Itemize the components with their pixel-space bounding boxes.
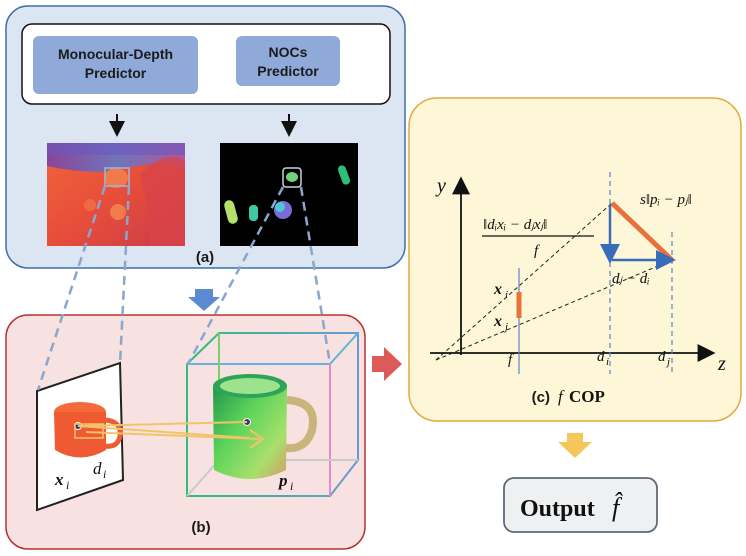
nocs-mug xyxy=(213,374,317,479)
y-axis-label: y xyxy=(435,175,446,197)
monocular-depth-label-line1: Monocular-Depth xyxy=(58,46,173,62)
panel-a-label: (a) xyxy=(196,249,214,266)
tick-dj: d xyxy=(658,349,666,365)
tick-di-sub: i xyxy=(606,356,609,368)
point-xj-sub: j xyxy=(503,321,508,333)
monocular-depth-label-line2: Predictor xyxy=(85,65,147,81)
a-to-b-arrow xyxy=(188,289,220,311)
point-xi-sub: i xyxy=(505,289,508,301)
nocs-map-image xyxy=(220,143,358,246)
fraction-denominator: f xyxy=(534,243,540,259)
pi-label-sub: i xyxy=(290,479,293,493)
tick-f: f xyxy=(508,352,514,368)
output-box: Output f̂ xyxy=(503,477,658,533)
tick-dj-sub: j xyxy=(665,356,670,368)
panel-c-title-rest: COP xyxy=(569,387,605,406)
nocs-label-line2: Predictor xyxy=(257,63,319,79)
point-xi: x xyxy=(493,281,502,298)
panel-c: y z x i x j f d i d j ‖dᵢxᵢ − dⱼxⱼ‖ f s‖… xyxy=(408,97,742,422)
panel-a: Monocular-Depth Predictor NOCs Predictor xyxy=(5,5,406,269)
scale-label: s‖pᵢ − pⱼ‖ xyxy=(640,192,692,208)
ray-to-pj xyxy=(435,259,673,361)
panel-c-title-f: f xyxy=(558,387,565,406)
fraction-numerator: ‖dᵢxᵢ − dⱼxⱼ‖ xyxy=(483,217,547,233)
depth-map-image xyxy=(47,143,185,246)
output-label: Output xyxy=(520,496,595,522)
z-axis-label: z xyxy=(717,353,726,375)
nocs-predictor-box xyxy=(236,36,340,86)
dashed-connectors xyxy=(36,185,332,391)
projection-arrows xyxy=(77,421,265,449)
nocs-label-line1: NOCs xyxy=(269,44,308,60)
ray-to-pi xyxy=(435,202,613,361)
xi-label: x xyxy=(54,470,64,489)
panel-c-label: (c) xyxy=(532,389,550,406)
pi-label: p xyxy=(277,471,288,490)
xi-label-sub: i xyxy=(66,478,69,492)
point-xj: x xyxy=(493,313,502,330)
depth-diff-label: dⱼ − dᵢ xyxy=(612,271,650,287)
b-to-c-arrow xyxy=(372,347,402,381)
panel-b-label: (b) xyxy=(191,519,210,536)
c-to-output-arrow xyxy=(558,433,592,458)
tick-di: d xyxy=(597,349,605,365)
output-symbol: f̂ xyxy=(612,493,623,522)
panel-b: x i d i p i (b) xyxy=(5,314,366,550)
di-label: d xyxy=(93,459,102,478)
monocular-depth-predictor-box xyxy=(33,36,198,94)
di-label-sub: i xyxy=(103,467,106,481)
